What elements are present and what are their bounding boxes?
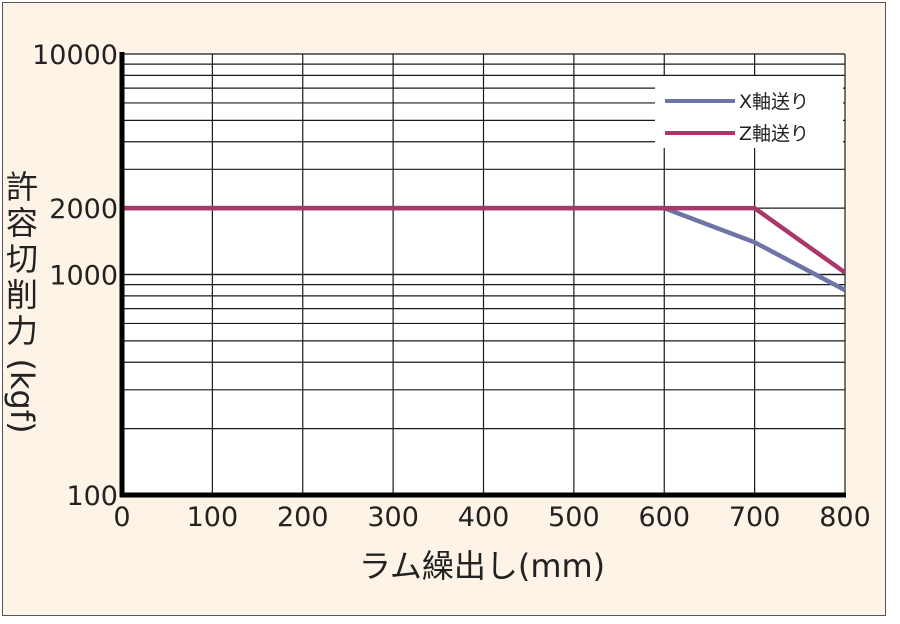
x-tick-label: 500 (548, 502, 600, 533)
series-lines (122, 205, 847, 293)
x-tick-label: 300 (367, 502, 419, 533)
y-axis-label-char: 力 (6, 312, 38, 350)
x-tick-label: 200 (277, 502, 329, 533)
y-tick-label: 100 (66, 481, 118, 512)
legend: X軸送り Z軸送り (655, 76, 843, 148)
tick-labels: 0 100 200 300 400 500 600 700 800100100020001000… (32, 40, 871, 533)
x-tick-label: 700 (729, 502, 781, 533)
y-axis-label-char: 切 (6, 240, 38, 278)
legend-box (655, 76, 843, 148)
axes (119, 52, 846, 498)
x-tick-label: 400 (458, 502, 510, 533)
y-tick-label: 2000 (49, 194, 118, 225)
y-axis-label-char: 削 (6, 276, 38, 314)
y-axis-label-unit: (kgf) (3, 358, 41, 433)
y-axis-label-char: 容 (6, 204, 38, 242)
series-line-1 (122, 205, 847, 275)
x-tick-label: 0 (113, 502, 130, 533)
x-tick-label: 800 (819, 502, 871, 533)
x-tick-label: 600 (638, 502, 690, 533)
x-tick-label: 100 (187, 502, 239, 533)
y-axis-label-char: 許 (6, 168, 38, 206)
legend-label-x: X軸送り (739, 91, 809, 113)
x-axis-label: ラム繰出し(mm) (359, 547, 605, 585)
legend-label-z: Z軸送り (739, 123, 809, 145)
y-tick-label: 1000 (49, 261, 118, 292)
y-tick-label: 10000 (32, 40, 118, 71)
